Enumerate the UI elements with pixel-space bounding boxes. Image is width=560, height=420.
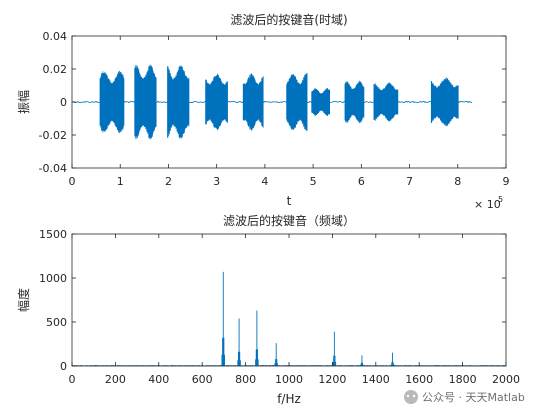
time-domain-axes: 0 1 2 3 4 5 6 7 8 9 -0.04 -0.02 0 0.02 0.04 滤波后的按键音(时… [16,12,510,211]
time-x-ticks: 0 1 2 3 4 5 6 7 8 9 [69,36,510,188]
time-y-tick-label: 0.04 [43,30,68,43]
frequency-plot-area [72,234,506,366]
frequency-x-tick-label: 200 [105,373,126,386]
time-y-tick-label: 0.02 [43,63,68,76]
time-tone-burst [311,88,331,116]
frequency-y-tick-label: 1500 [39,228,67,241]
time-chart-title: 滤波后的按键音(时域) [230,12,347,27]
frequency-x-tick-label: 2000 [492,373,520,386]
frequency-y-tick-label: 500 [46,316,67,329]
wechat-icon-eye-left [406,394,410,398]
frequency-x-tick-label: 1200 [318,373,346,386]
frequency-x-tick-label: 600 [192,373,213,386]
time-tone-burst [430,77,459,127]
time-y-tick-label: -0.04 [39,162,67,175]
frequency-domain-axes: 0 200 400 600 800 1000 1200 1400 1600 1800 2000 0 5… [16,213,520,406]
time-tone-burst [205,73,228,131]
frequency-x-tick-label: 1000 [275,373,303,386]
time-y-axis-label: 振幅 [16,90,31,114]
time-y-ticks: -0.04 -0.02 0 0.02 0.04 [39,30,506,175]
time-x-tick-label: 1 [117,175,124,188]
watermark: 公众号 · 天天Matlab [404,390,525,404]
frequency-x-tick-label: 400 [148,373,169,386]
frequency-x-tick-label: 1400 [362,373,390,386]
time-signal-series [71,64,473,140]
frequency-x-tick-label: 1600 [405,373,433,386]
time-x-tick-label: 5 [310,175,317,188]
frequency-x-axis-label: f/Hz [277,392,301,406]
frequency-x-tick-label: 1800 [449,373,477,386]
frequency-y-axis-label: 幅度 [16,288,31,312]
watermark-text: 公众号 · 天天Matlab [422,391,525,404]
frequency-y-tick-label: 0 [60,360,67,373]
time-tone-burst [344,80,365,124]
time-y-tick-label: 0 [60,96,67,109]
time-tone-burst [99,70,125,134]
frequency-x-tick-label: 0 [69,373,76,386]
time-x-exponent-label: × 10 [474,198,501,211]
time-x-tick-label: 6 [358,175,365,188]
time-y-tick-label: -0.02 [39,129,67,142]
frequency-y-ticks: 0 500 1000 1500 [39,228,506,373]
time-x-tick-label: 4 [261,175,268,188]
time-x-tick-label: 3 [213,175,220,188]
time-x-tick-label: 2 [165,175,172,188]
frequency-x-tick-label: 800 [235,373,256,386]
frequency-x-ticks: 0 200 400 600 800 1000 1200 1400 1600 1800 2000 [69,234,520,386]
frequency-y-tick-label: 1000 [39,272,67,285]
time-x-axis-label: t [287,194,292,208]
time-tone-burst [242,73,264,131]
time-tone-burst [286,72,308,132]
time-x-tick-label: 0 [69,175,76,188]
frequency-chart-title: 滤波后的按键音（频域） [223,213,355,228]
wechat-icon [404,390,418,404]
wechat-icon-eye-right [412,394,416,398]
time-tone-burst [373,82,399,122]
time-x-tick-label: 8 [454,175,461,188]
time-x-tick-label: 7 [406,175,413,188]
time-tone-burst [167,65,190,139]
time-x-tick-label: 9 [503,175,510,188]
time-tone-burst [134,64,157,140]
time-x-exponent-power: 5 [498,195,503,204]
